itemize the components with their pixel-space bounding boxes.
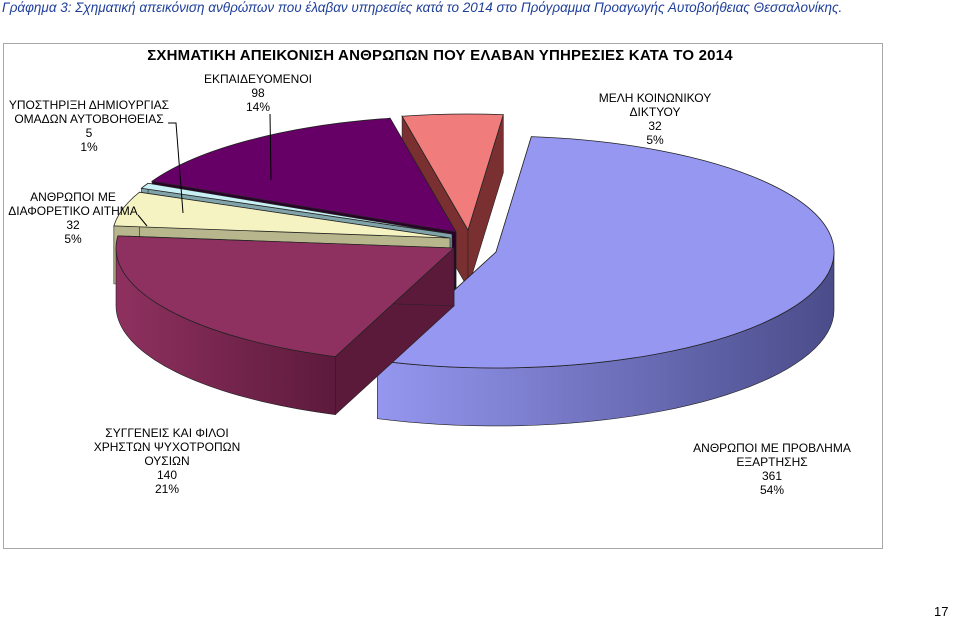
slice-label-line: ΔΙΑΦΟΡΕΤΙΚΟ ΑΙΤΗΜΑ <box>8 204 138 218</box>
slice-label-line: ΟΜΑΔΩΝ ΑΥΤΟΒΟΗΘΕΙΑΣ <box>14 112 164 126</box>
slice-label-line: ΔΙΚΤΥΟΥ <box>629 105 681 119</box>
slice-label-line: ΑΝΘΡΩΠΟΙ ΜΕ ΠΡΟΒΛΗΜΑ <box>693 441 851 455</box>
slice-value: 98 <box>251 86 265 100</box>
slice-label-self-help-groups: ΥΠΟΣΤΗΡΙΞΗ ΔΗΜΙΟΥΡΓΙΑΣ ΟΜΑΔΩΝ ΑΥΤΟΒΟΗΘΕΙ… <box>4 98 174 154</box>
slice-label-line: ΟΥΣΙΩΝ <box>144 454 190 468</box>
slice-percent: 1% <box>80 140 98 154</box>
leader-line-trainees <box>269 113 272 181</box>
pie-slice-family-friends <box>115 235 455 416</box>
page-number: 17 <box>934 604 949 619</box>
slice-percent: 54% <box>759 483 785 497</box>
pie-slice-top <box>151 117 457 233</box>
slice-label-trainees: ΕΚΠΑΙΔΕΥΟΜΕΝΟΙ 98 14% <box>196 72 320 114</box>
slice-label-line: ΜΕΛΗ ΚΟΙΝΩΝΙΚΟΥ <box>598 91 712 105</box>
slice-label-dependency: ΑΝΘΡΩΠΟΙ ΜΕ ΠΡΟΒΛΗΜΑ ΕΞΑΡΤΗΣΗΣ 361 54% <box>672 441 872 497</box>
pie-slice-top <box>113 191 451 239</box>
slice-label-line: ΧΡΗΣΤΩΝ ΨΥΧΟΤΡΟΠΩΝ <box>93 440 241 454</box>
slice-value: 5 <box>85 126 93 140</box>
chart-title: ΣΧΗΜΑΤΙΚΗ ΑΠΕΙΚΟΝΙΣΗ ΑΝΘΡΩΠΩΝ ΠΟΥ ΕΛΑΒΑΝ… <box>147 47 733 64</box>
slice-value: 140 <box>156 468 178 482</box>
slice-label-line: ΥΠΟΣΤΗΡΙΞΗ ΔΗΜΙΟΥΡΓΙΑΣ <box>8 98 170 112</box>
slice-label-line: ΑΝΘΡΩΠΟΙ ΜΕ <box>30 190 116 204</box>
pie-slice-top <box>376 136 835 369</box>
leader-line-self-help-groups <box>168 122 184 214</box>
slice-label-different-request: ΑΝΘΡΩΠΟΙ ΜΕ ΔΙΑΦΟΡΕΤΙΚΟ ΑΙΤΗΜΑ 32 5% <box>0 190 146 246</box>
slice-percent: 21% <box>154 482 180 496</box>
slice-value: 32 <box>648 119 662 133</box>
slice-label-line: ΕΚΠΑΙΔΕΥΟΜΕΝΟΙ <box>203 72 313 86</box>
slice-percent: 5% <box>64 232 82 246</box>
slice-label-social-network: ΜΕΛΗ ΚΟΙΝΩΝΙΚΟΥ ΔΙΚΤΥΟΥ 32 5% <box>590 91 720 147</box>
figure-caption: Γράφημα 3: Σχηματική απεικόνιση ανθρώπων… <box>2 0 843 15</box>
pie-slice-dependency <box>376 136 835 427</box>
slice-label-family-friends: ΣΥΓΓΕΝΕΙΣ ΚΑΙ ΦΙΛΟΙ ΧΡΗΣΤΩΝ ΨΥΧΟΤΡΟΠΩΝ Ο… <box>72 426 262 496</box>
slice-label-line: ΣΥΓΓΕΝΕΙΣ ΚΑΙ ΦΙΛΟΙ <box>105 426 229 440</box>
leader-line-different-request <box>137 214 148 227</box>
slice-percent: 14% <box>245 100 271 114</box>
slice-value: 361 <box>761 469 783 483</box>
pie-slice-top <box>401 113 504 231</box>
slice-label-line: ΕΞΑΡΤΗΣΗΣ <box>736 455 808 469</box>
pie-slice-top <box>140 182 453 235</box>
slice-value: 32 <box>66 218 80 232</box>
pie-slice-top <box>115 235 455 358</box>
slice-percent: 5% <box>646 133 664 147</box>
